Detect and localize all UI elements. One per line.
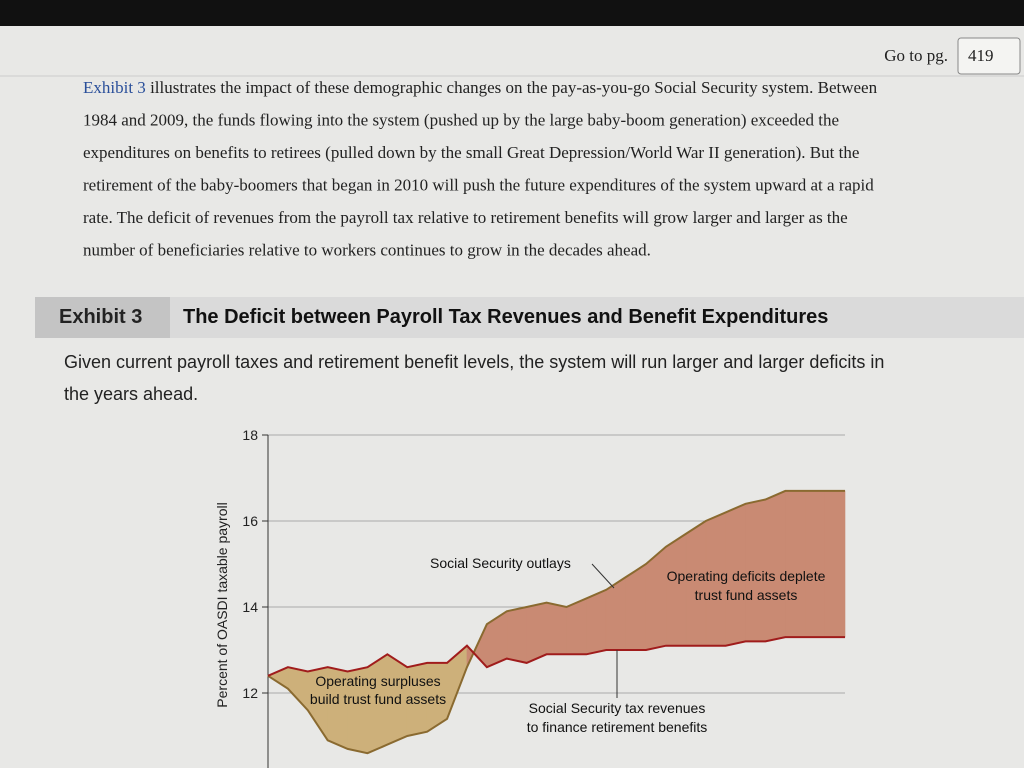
page-input[interactable] bbox=[957, 37, 1021, 75]
gap-area bbox=[506, 606, 527, 664]
gap-area bbox=[625, 563, 647, 651]
y-tick-label: 16 bbox=[242, 513, 258, 529]
gap-area bbox=[586, 589, 607, 655]
paragraph-line: expenditures on benefits to retirees (pu… bbox=[83, 143, 859, 162]
y-axis-label: Percent of OASDI taxable payroll bbox=[214, 502, 230, 707]
y-tick-label: 14 bbox=[242, 599, 258, 615]
paragraph-line: Exhibit 3 illustrates the impact of thes… bbox=[83, 78, 878, 97]
gap-area bbox=[765, 490, 786, 642]
paragraph-line: 1984 and 2009, the funds flowing into th… bbox=[83, 111, 839, 130]
exhibit-title: The Deficit between Payroll Tax Revenues… bbox=[183, 306, 828, 328]
gap-area bbox=[785, 490, 806, 638]
exhibit-bar bbox=[35, 297, 1024, 338]
annotation: trust fund assets bbox=[695, 587, 798, 603]
gap-area bbox=[804, 490, 826, 638]
top-bar bbox=[0, 0, 1024, 26]
gap-area bbox=[824, 490, 846, 638]
page-number[interactable]: 419 bbox=[968, 46, 994, 65]
y-tick-label: 12 bbox=[242, 685, 258, 701]
gap-area bbox=[546, 602, 567, 655]
leader-line bbox=[591, 563, 615, 589]
paragraph-line: retirement of the baby-boomers that bega… bbox=[83, 176, 874, 195]
exhibit-link[interactable]: Exhibit 3 bbox=[83, 78, 146, 97]
annotation: to finance retirement benefits bbox=[527, 719, 708, 735]
chart: 12 14 16 18 Percent of OASDI taxable payroll… bbox=[214, 427, 846, 768]
annotation: Operating deficits deplete bbox=[667, 568, 826, 584]
paragraph-line: number of beneficiaries relative to work… bbox=[83, 241, 651, 260]
gap-area bbox=[526, 602, 547, 664]
y-tick-label: 18 bbox=[242, 427, 258, 443]
series-line bbox=[267, 489, 845, 755]
paragraph: Exhibit 3 illustrates the impact of thes… bbox=[83, 78, 878, 260]
series-label: Social Security tax revenues bbox=[529, 700, 706, 716]
annotation: Operating surpluses bbox=[315, 673, 440, 689]
goto-label: Go to pg. bbox=[884, 46, 948, 65]
series-line bbox=[267, 636, 845, 677]
gap-area bbox=[665, 533, 687, 647]
paragraph-line: rate. The deficit of revenues from the p… bbox=[83, 208, 848, 227]
exhibit-label-box bbox=[35, 297, 170, 338]
series-label: Social Security outlays bbox=[430, 555, 571, 571]
annotation: build trust fund assets bbox=[310, 691, 446, 707]
paragraph-text: illustrates the impact of these demograp… bbox=[146, 78, 878, 97]
exhibit-subtitle: the years ahead. bbox=[64, 384, 198, 404]
exhibit-label: Exhibit 3 bbox=[59, 306, 142, 328]
exhibit-subtitle: Given current payroll taxes and retireme… bbox=[64, 352, 884, 372]
